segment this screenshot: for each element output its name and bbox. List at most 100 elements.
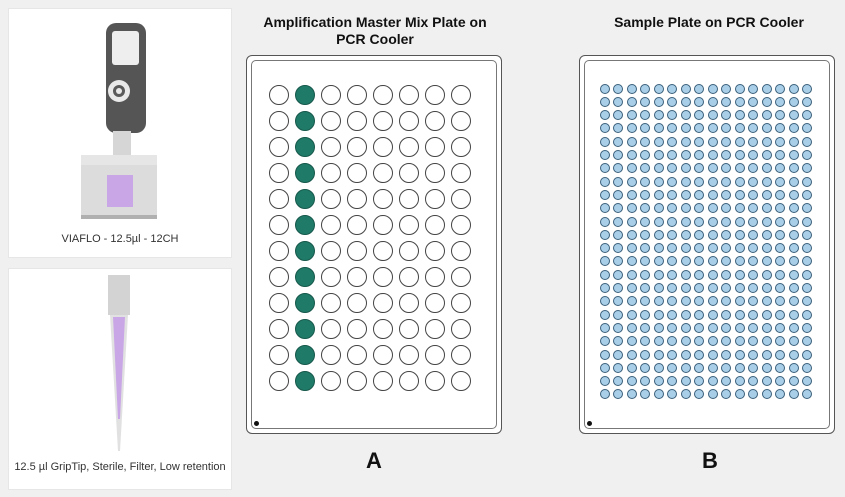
plate-b-well <box>788 243 799 254</box>
plate-b-well <box>640 322 650 333</box>
plate-b-well <box>802 322 812 333</box>
plate-a-title-line1: Amplification Master Mix Plate on <box>263 14 487 30</box>
plate-b-well <box>680 336 691 347</box>
plate-a-well <box>450 110 471 131</box>
plate-a-title-line2: PCR Cooler <box>336 31 414 47</box>
plate-b-well <box>707 296 718 307</box>
plate-b-well <box>640 83 650 94</box>
plate-a-well <box>268 214 289 235</box>
plate-b-well <box>748 269 758 280</box>
plate-a-well <box>320 214 341 235</box>
plate-b-well <box>667 110 677 121</box>
plate-b-well <box>707 362 718 373</box>
plate-b-well <box>761 136 772 147</box>
plate-b-well <box>802 110 812 121</box>
plate-b-well <box>802 243 812 254</box>
plate-b-well <box>761 322 772 333</box>
plate-a-well <box>268 84 289 105</box>
plate-b-well <box>613 389 623 400</box>
plate-b-well <box>626 349 637 360</box>
plate-b-well <box>788 189 799 200</box>
plate-b-well <box>667 322 677 333</box>
plate-a-well <box>320 136 341 157</box>
plate-b-well <box>640 189 650 200</box>
plate-b-well <box>626 362 637 373</box>
plate-b-well <box>734 83 745 94</box>
plate-a-well <box>294 266 315 287</box>
plate-b-well <box>599 256 610 267</box>
plate-b-well <box>599 163 610 174</box>
plate-b-well <box>599 83 610 94</box>
plate-b-well <box>599 123 610 134</box>
plate-b-well <box>653 176 664 187</box>
plate-b-well <box>653 256 664 267</box>
tip-card: 12.5 µl GripTip, Sterile, Filter, Low re… <box>8 268 232 490</box>
plate-b-well <box>788 163 799 174</box>
plate-b-well <box>761 176 772 187</box>
plate-b-well <box>748 203 758 214</box>
plate-a-well <box>294 84 315 105</box>
plate-b-well <box>721 216 731 227</box>
plate-b-well <box>775 376 785 387</box>
plate-b-well <box>694 336 704 347</box>
plate-b-well <box>694 256 704 267</box>
plate-b-well <box>707 309 718 320</box>
plate-b-well <box>626 283 637 293</box>
plate-a-well <box>424 344 445 365</box>
plate-b-well <box>667 176 677 187</box>
plate-b-well <box>680 136 691 147</box>
plate-b-well <box>802 256 812 267</box>
plate-b-well <box>667 136 677 147</box>
plate-b-well <box>640 389 650 400</box>
plate-b-well <box>680 296 691 307</box>
plate-b-well <box>748 283 758 293</box>
plate-b-well <box>748 376 758 387</box>
plate-b-well <box>680 189 691 200</box>
plate-a-well <box>398 162 419 183</box>
plate-b-well <box>667 296 677 307</box>
plate-a-well <box>398 292 419 313</box>
plate-b-well <box>680 123 691 134</box>
plate-b-well <box>734 296 745 307</box>
plate-b-well <box>694 283 704 293</box>
plate-b-well <box>721 123 731 134</box>
plate-a-well <box>424 84 445 105</box>
plate-b-well <box>626 229 637 240</box>
plate-a-well <box>450 240 471 261</box>
plate-a-well <box>294 162 315 183</box>
plate-b-well <box>680 96 691 107</box>
plate-b-well <box>640 376 650 387</box>
plate-b-well <box>734 123 745 134</box>
plate-a-well <box>424 162 445 183</box>
plate-b-well <box>761 362 772 373</box>
plate-a-well <box>398 188 419 209</box>
plate-a-well <box>294 292 315 313</box>
plate-a-well <box>320 344 341 365</box>
plate-b-well <box>680 176 691 187</box>
plate-b-well <box>802 136 812 147</box>
pipette-caption: VIAFLO - 12.5µl - 12CH <box>61 233 179 245</box>
plate-b-well <box>734 150 745 160</box>
plate-b-well <box>680 389 691 400</box>
plate-a-well <box>346 136 367 157</box>
plate-a <box>246 55 502 434</box>
plate-b-well <box>775 309 785 320</box>
plate-b-well <box>653 269 664 280</box>
plate-b-well <box>707 389 718 400</box>
plate-b-well <box>734 283 745 293</box>
plate-b-well <box>802 336 812 347</box>
plate-a-well <box>268 240 289 261</box>
plate-a-well <box>398 266 419 287</box>
plate-b-well <box>761 269 772 280</box>
plate-b-well <box>775 229 785 240</box>
plate-b-well <box>802 349 812 360</box>
plate-b-well <box>748 123 758 134</box>
plate-b-well <box>721 83 731 94</box>
plate-b-well <box>761 110 772 121</box>
plate-b-well <box>680 203 691 214</box>
plate-b-well <box>640 269 650 280</box>
plate-b-well <box>761 309 772 320</box>
plate-b-well <box>721 243 731 254</box>
plate-a-well <box>320 188 341 209</box>
plate-b-well <box>653 216 664 227</box>
